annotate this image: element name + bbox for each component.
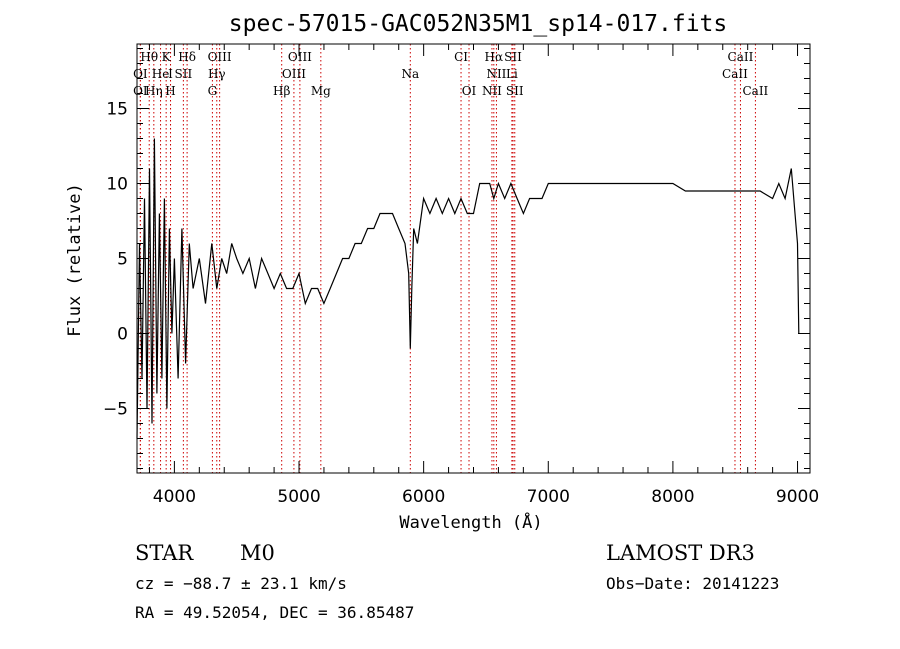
spectral-line-label: OIII <box>282 67 306 81</box>
spectral-line-label: Mg <box>311 84 331 98</box>
observation-date: Obs−Date: 20141223 <box>606 574 779 593</box>
spectral-line-label: Hδ <box>178 50 196 64</box>
spectral-line-label: CaII <box>728 50 754 64</box>
spectral-line-label: Hη <box>145 84 163 98</box>
plot-frame <box>136 43 811 474</box>
x-tick-label: 8000 <box>651 487 694 507</box>
spectral-line-label: I <box>168 67 173 81</box>
object-class: STAR <box>135 541 194 565</box>
object-subclass: M0 <box>240 541 275 565</box>
spectral-line-label: OIII <box>208 50 232 64</box>
y-axis-ticks: −5 0 5 10 15 <box>103 48 810 469</box>
spectral-line-label: Li <box>506 67 518 81</box>
spectral-line-label: NII <box>486 67 506 81</box>
spectrum-series-line <box>136 138 800 439</box>
y-tick-label: 0 <box>117 325 128 345</box>
spectral-line-label: OIII <box>288 50 312 64</box>
spectral-line-label: Hθ <box>140 50 158 64</box>
y-tick-label: 15 <box>106 100 128 120</box>
sky-coordinates: RA = 49.52054, DEC = 36.85487 <box>135 603 414 622</box>
spectral-line-label: H <box>165 84 175 98</box>
spectral-line-label: Hα <box>485 50 504 64</box>
x-axis-ticks: 4000 5000 6000 7000 8000 9000 <box>148 44 819 507</box>
x-tick-label: 7000 <box>527 487 570 507</box>
x-tick-label: 6000 <box>402 487 445 507</box>
spectral-line-label: He <box>152 67 170 81</box>
spectral-line-label: Hβ <box>273 84 290 98</box>
survey-name: LAMOST DR3 <box>606 541 755 565</box>
spectral-line-label: Na <box>401 67 419 81</box>
x-axis-label: Wavelength (Å) <box>399 511 542 533</box>
spectral-line-label: CI <box>454 50 468 64</box>
spectral-line-label: OI <box>462 84 477 98</box>
spectral-line-label: G <box>208 84 218 98</box>
x-tick-label: 5000 <box>277 487 320 507</box>
spectral-line-label: CaII <box>742 84 768 98</box>
spectral-line-label: Hγ <box>208 67 226 81</box>
spectral-line-label: SII <box>175 67 193 81</box>
y-tick-label: 5 <box>117 250 128 270</box>
spectral-line-label: SII <box>504 50 522 64</box>
spectral-line-label: SII <box>506 84 524 98</box>
spectral-line-label: CaII <box>722 67 748 81</box>
spectral-line-label: K <box>162 50 172 64</box>
spectral-line-markers <box>139 44 756 473</box>
x-tick-label: 9000 <box>776 487 819 507</box>
chart-title: spec-57015-GAC052N35M1_sp14-017.fits <box>229 11 728 37</box>
redshift-cz: cz = −88.7 ± 23.1 km/s <box>135 574 347 593</box>
y-tick-label: −5 <box>103 400 128 420</box>
y-tick-label: 10 <box>106 175 128 195</box>
x-tick-label: 4000 <box>153 487 196 507</box>
spectral-line-label: NII <box>482 84 502 98</box>
y-axis-label: Flux (relative) <box>65 183 85 337</box>
